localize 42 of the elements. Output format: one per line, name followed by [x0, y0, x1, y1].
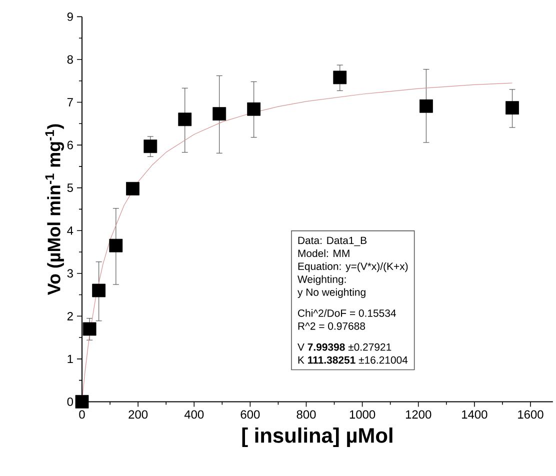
point — [144, 140, 158, 154]
annotation: Model: MM — [298, 249, 350, 258]
point — [247, 102, 261, 116]
point — [92, 284, 106, 298]
point — [75, 395, 89, 408]
y-tick-label: 6 — [67, 140, 73, 150]
x-tick-label: 600 — [240, 410, 260, 419]
annotation: y No weighting — [298, 288, 366, 298]
y-tick-label: 2 — [67, 312, 73, 320]
y-tick-label: 0 — [67, 397, 74, 406]
y-tick-label: 1 — [68, 354, 73, 364]
point — [212, 107, 226, 121]
point — [109, 238, 123, 252]
point — [506, 101, 519, 115]
x-tick-label: 1600 — [518, 410, 544, 419]
annotation: K 111.38251 ±16.21004 — [298, 356, 408, 364]
x-tick-label: 1000 — [350, 410, 376, 419]
y-tick-label: 7 — [67, 98, 73, 106]
annotation: Equation: y=(V*x)/(K+x) — [298, 262, 408, 272]
annotation: Chi^2/DoF = 0.15534 — [298, 309, 396, 317]
x-tick-label: 800 — [296, 410, 316, 419]
point — [178, 112, 192, 126]
annotation: V 7.99398 ±0.27921 — [298, 343, 392, 351]
y-tick-label: 9 — [67, 12, 73, 21]
y-axis-title: Vo (µMol min$^{-1}$ mg$^{-1}$) — [45, 124, 64, 295]
x-axis-title: [ insulina] µMol — [242, 428, 392, 448]
x-tick-label: 1400 — [462, 410, 488, 419]
x-tick-label: 400 — [184, 410, 204, 419]
point — [333, 70, 347, 84]
annotation: Weighting: — [298, 275, 346, 286]
annotation: Data: Data1_B — [298, 236, 366, 246]
y-tick-label: 3 — [67, 269, 73, 278]
point — [82, 322, 96, 336]
annotation: R^2 = 0.97688 — [298, 322, 366, 330]
x-tick-label: 200 — [128, 410, 148, 419]
y-tick-label: 4 — [67, 226, 74, 235]
point — [420, 99, 433, 113]
x-tick-label: 1200 — [406, 410, 432, 419]
y-tick-label: 8 — [67, 55, 73, 64]
x-tick-label: 0 — [79, 410, 85, 419]
point — [126, 182, 140, 196]
y-tick-label: 5 — [67, 184, 73, 192]
